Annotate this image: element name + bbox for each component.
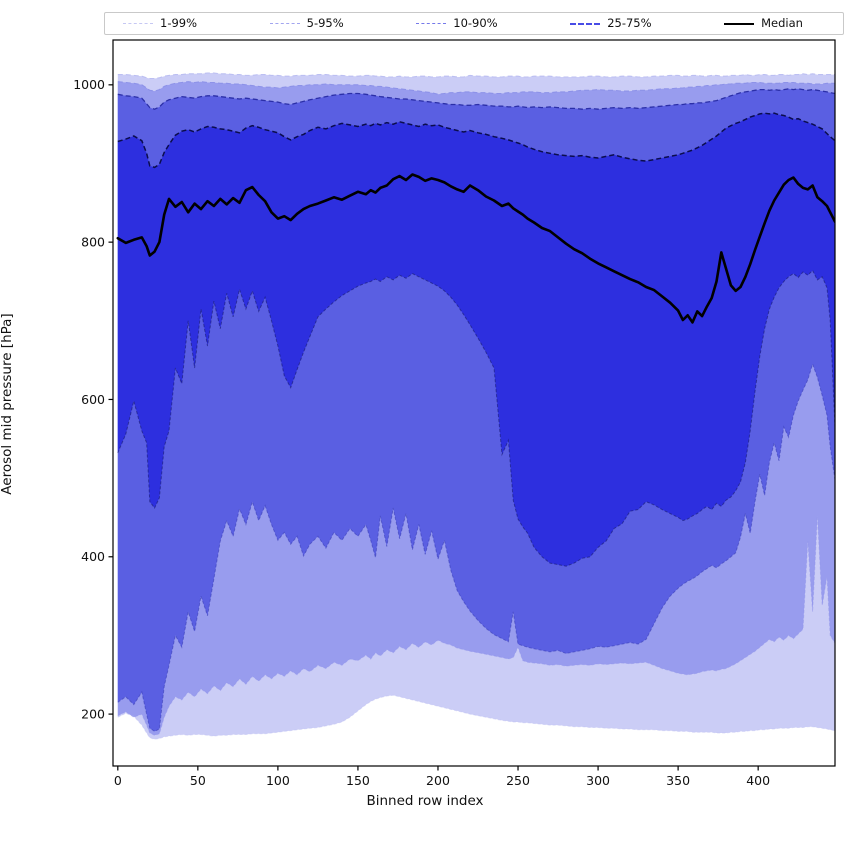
legend-label: 10-90%	[453, 15, 498, 30]
legend-entry-median: Median	[724, 15, 803, 30]
x-tick-label: 150	[346, 773, 370, 788]
x-tick-label: 50	[190, 773, 206, 788]
x-tick-label: 250	[506, 773, 530, 788]
edge-lower-25-75%	[117, 269, 835, 567]
x-tick-label: 400	[746, 773, 770, 788]
edge-lower-1-99%	[117, 694, 835, 740]
plot-frame	[112, 39, 836, 767]
legend: 1-99% 5-95% 10-90% 25-75% Median	[104, 12, 844, 35]
x-tick-label: 300	[586, 773, 610, 788]
band-fill-25-75%	[117, 113, 835, 567]
y-tick-label: 400	[81, 549, 105, 564]
legend-entry-10-90-: 10-90%	[416, 15, 498, 30]
edge-upper-5-95%	[117, 81, 835, 95]
percentile-bands	[116, 72, 835, 740]
legend-label: 25-75%	[607, 15, 652, 30]
y-tick-label: 800	[81, 234, 105, 249]
y-tick-label: 200	[81, 706, 105, 721]
x-tick-label: 0	[114, 773, 122, 788]
x-tick-label: 100	[266, 773, 290, 788]
axes: 0 50 100 150 200 250 300 350 400 200 400 600 800 1000	[73, 39, 836, 788]
legend-line-sample	[416, 23, 447, 24]
edge-upper-1-99%	[117, 72, 835, 80]
legend-line-sample	[570, 22, 601, 25]
x-axis-label: Binned row index	[366, 793, 484, 809]
legend-entry-25-75-: 25-75%	[570, 15, 652, 30]
y-tick-label: 1000	[73, 77, 105, 92]
edge-lower-5-95%	[117, 515, 835, 736]
y-axis-label: Aerosol mid pressure [hPa]	[0, 313, 15, 495]
legend-line-sample	[123, 23, 153, 24]
median-line	[116, 173, 835, 324]
legend-entry-1-99-: 1-99%	[123, 15, 198, 30]
edge-upper-10-90%	[117, 88, 835, 110]
edge-upper-25-75%	[117, 112, 835, 169]
legend-entry-5-95-: 5-95%	[269, 15, 344, 30]
x-tick-label: 200	[426, 773, 450, 788]
legend-line-sample	[269, 23, 300, 24]
legend-label: Median	[761, 15, 803, 30]
x-tick-label: 350	[666, 773, 690, 788]
legend-label: 5-95%	[306, 15, 344, 30]
y-tick-label: 600	[81, 392, 105, 407]
legend-label: 1-99%	[160, 15, 198, 30]
legend-line-sample	[724, 22, 755, 25]
